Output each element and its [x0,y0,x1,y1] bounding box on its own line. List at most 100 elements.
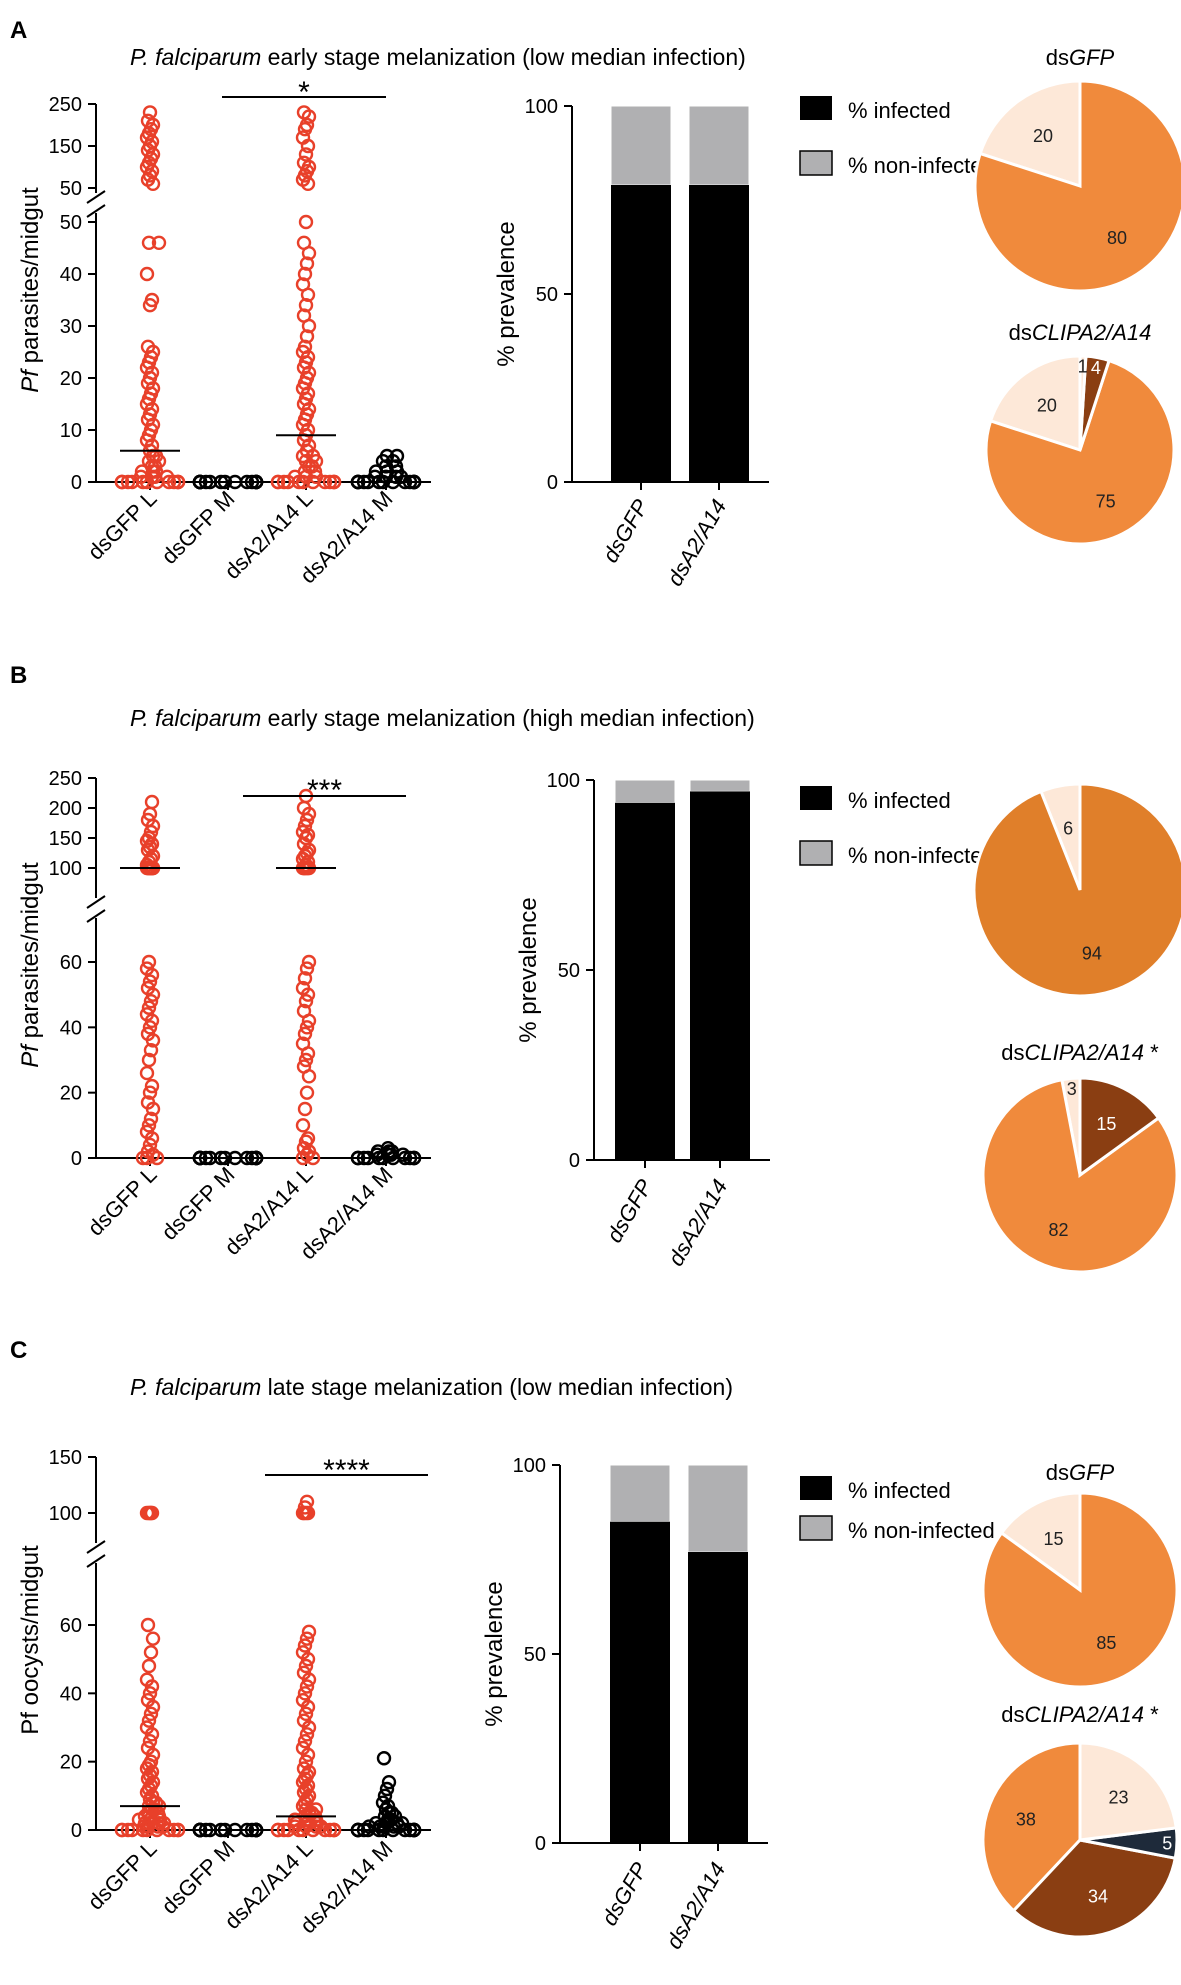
data-point [296,155,312,171]
data-point [298,214,314,230]
pie-slice-label: 23 [1108,1787,1128,1807]
data-point [322,474,338,490]
x-tick-label: dsGFP M [156,1162,239,1245]
data-point [270,474,286,490]
data-point [141,235,157,251]
data-point [140,113,156,129]
prevalence-bars: 0 50 100 % prevalence dsGFP dsA2/A14 [493,96,769,590]
data-point [144,292,160,308]
panel-letter: C [10,1337,27,1364]
data-point [141,954,157,970]
legend: % infected % non-infected [799,1476,995,1543]
data-point [140,1740,156,1756]
data-point [133,469,149,484]
x-tick-label: dsA2/A14 [661,1858,730,1953]
x-tick-label: dsA2/A14 [662,495,731,590]
y-axis-label: % prevalence [493,221,520,366]
data-point [139,266,155,282]
data-point [142,1733,158,1749]
pie-slice [984,358,1176,546]
data-point [145,1631,161,1646]
pie-slice [981,1491,1179,1689]
y-axis-label: % prevalence [481,1581,508,1726]
pie-title-part: ds [1046,45,1069,70]
bar-non-infected [687,1464,749,1553]
data-point [120,1822,136,1838]
data-point [140,980,156,996]
y-tick-label: 10 [60,420,82,442]
panel-title-part: early stage melanization (low median inf… [261,44,746,70]
bar-non-infected [614,779,676,804]
axis-break-mark [86,204,106,218]
dot-plot: 0 10 20 30 40 50 50 150 250 Pf parasites/midgut ds… [17,76,431,588]
x-tick-label: dsGFP L [83,1162,162,1241]
pie-chart: dsGFP 15 85 [981,1460,1179,1689]
data-point [295,1740,311,1756]
data-point [295,1118,311,1133]
bar-infected [688,1551,748,1843]
legend: % infected % non-infected [799,786,995,868]
y-axis-label-part: parasites/midgut [17,862,44,1045]
data-point [298,147,314,162]
pie-slice [972,782,1181,998]
pie-slice [978,79,1082,189]
data-point [140,1617,156,1633]
pie-slice [981,1741,1082,1913]
pie-title-part: CLIPA2/A14 [1025,1702,1144,1727]
data-point [142,1085,158,1100]
significance-stars: **** [323,1454,370,1487]
bar-infected [611,184,671,482]
dot-plot: 0 20 40 60 100 150 200 250 Pf parasites/midgut ds… [17,768,431,1264]
y-axis-label: % prevalence [515,897,542,1042]
data-point [295,1645,311,1660]
legend: % infected % non-infected [799,96,995,178]
legend-label-infected: % infected [848,1478,951,1503]
data-point [377,1788,393,1804]
dot-plot: 0 20 40 60 100 150 Pf oocysts/midgut dsGFP LdsG… [17,1447,431,1938]
pie-chart: dsCLIPA2/A14 * 38 34 5 23 [981,1702,1179,1939]
panel-title-part: late stage melanization (low median infe… [261,1374,733,1400]
data-point [389,448,405,464]
y-tick-label: 250 [49,94,82,116]
data-point [140,812,156,828]
axis-break-mark [86,909,106,923]
data-point [141,1118,157,1133]
y-tick-label: 100 [49,858,82,880]
y-axis-label-part: parasites/midgut [17,187,44,370]
legend-label-infected: % infected [848,98,951,123]
data-point [379,1781,395,1797]
y-tick-label: 20 [60,1083,82,1105]
y-tick-label: 150 [49,828,82,850]
data-point [375,1795,391,1810]
pie-slice-label: 1 [1078,356,1088,376]
y-tick-label: 20 [60,1752,82,1774]
legend-label-noninfected: % non-infected [848,153,995,178]
legend-swatch-infected [800,1476,832,1500]
bar-infected [615,802,675,1160]
panel-letter: B [10,662,27,689]
pie-title: dsCLIPA2/A14 * [1001,1040,1159,1065]
y-tick-label: 0 [71,1820,82,1842]
data-point [140,1095,156,1110]
panel-b: B P. falciparum early stage melanization … [10,662,1181,1274]
y-tick-label: 200 [49,798,82,820]
legend-label-infected: % infected [848,788,951,813]
data-point [296,235,312,251]
pie-title-part: CLIPA2/A14 [1032,320,1151,345]
data-point [139,1672,155,1687]
y-tick-label: 100 [513,1455,546,1477]
data-point [142,105,158,120]
pie-title: dsCLIPA2/A14 [1009,320,1152,345]
legend-swatch-noninfected [799,1515,833,1541]
y-axis-label: Pf oocysts/midgut [17,1545,44,1735]
data-point [142,1137,158,1153]
bar-non-infected [689,779,751,792]
pie-slice [1078,1741,1178,1842]
panel-letter: A [10,17,27,44]
x-tick-label: dsGFP M [156,486,239,569]
y-tick-label: 0 [569,1150,580,1172]
pie-slice-label: 94 [1082,943,1102,963]
data-point [296,1003,312,1019]
data-point [139,961,155,976]
pie-title: dsGFP [1046,45,1115,70]
